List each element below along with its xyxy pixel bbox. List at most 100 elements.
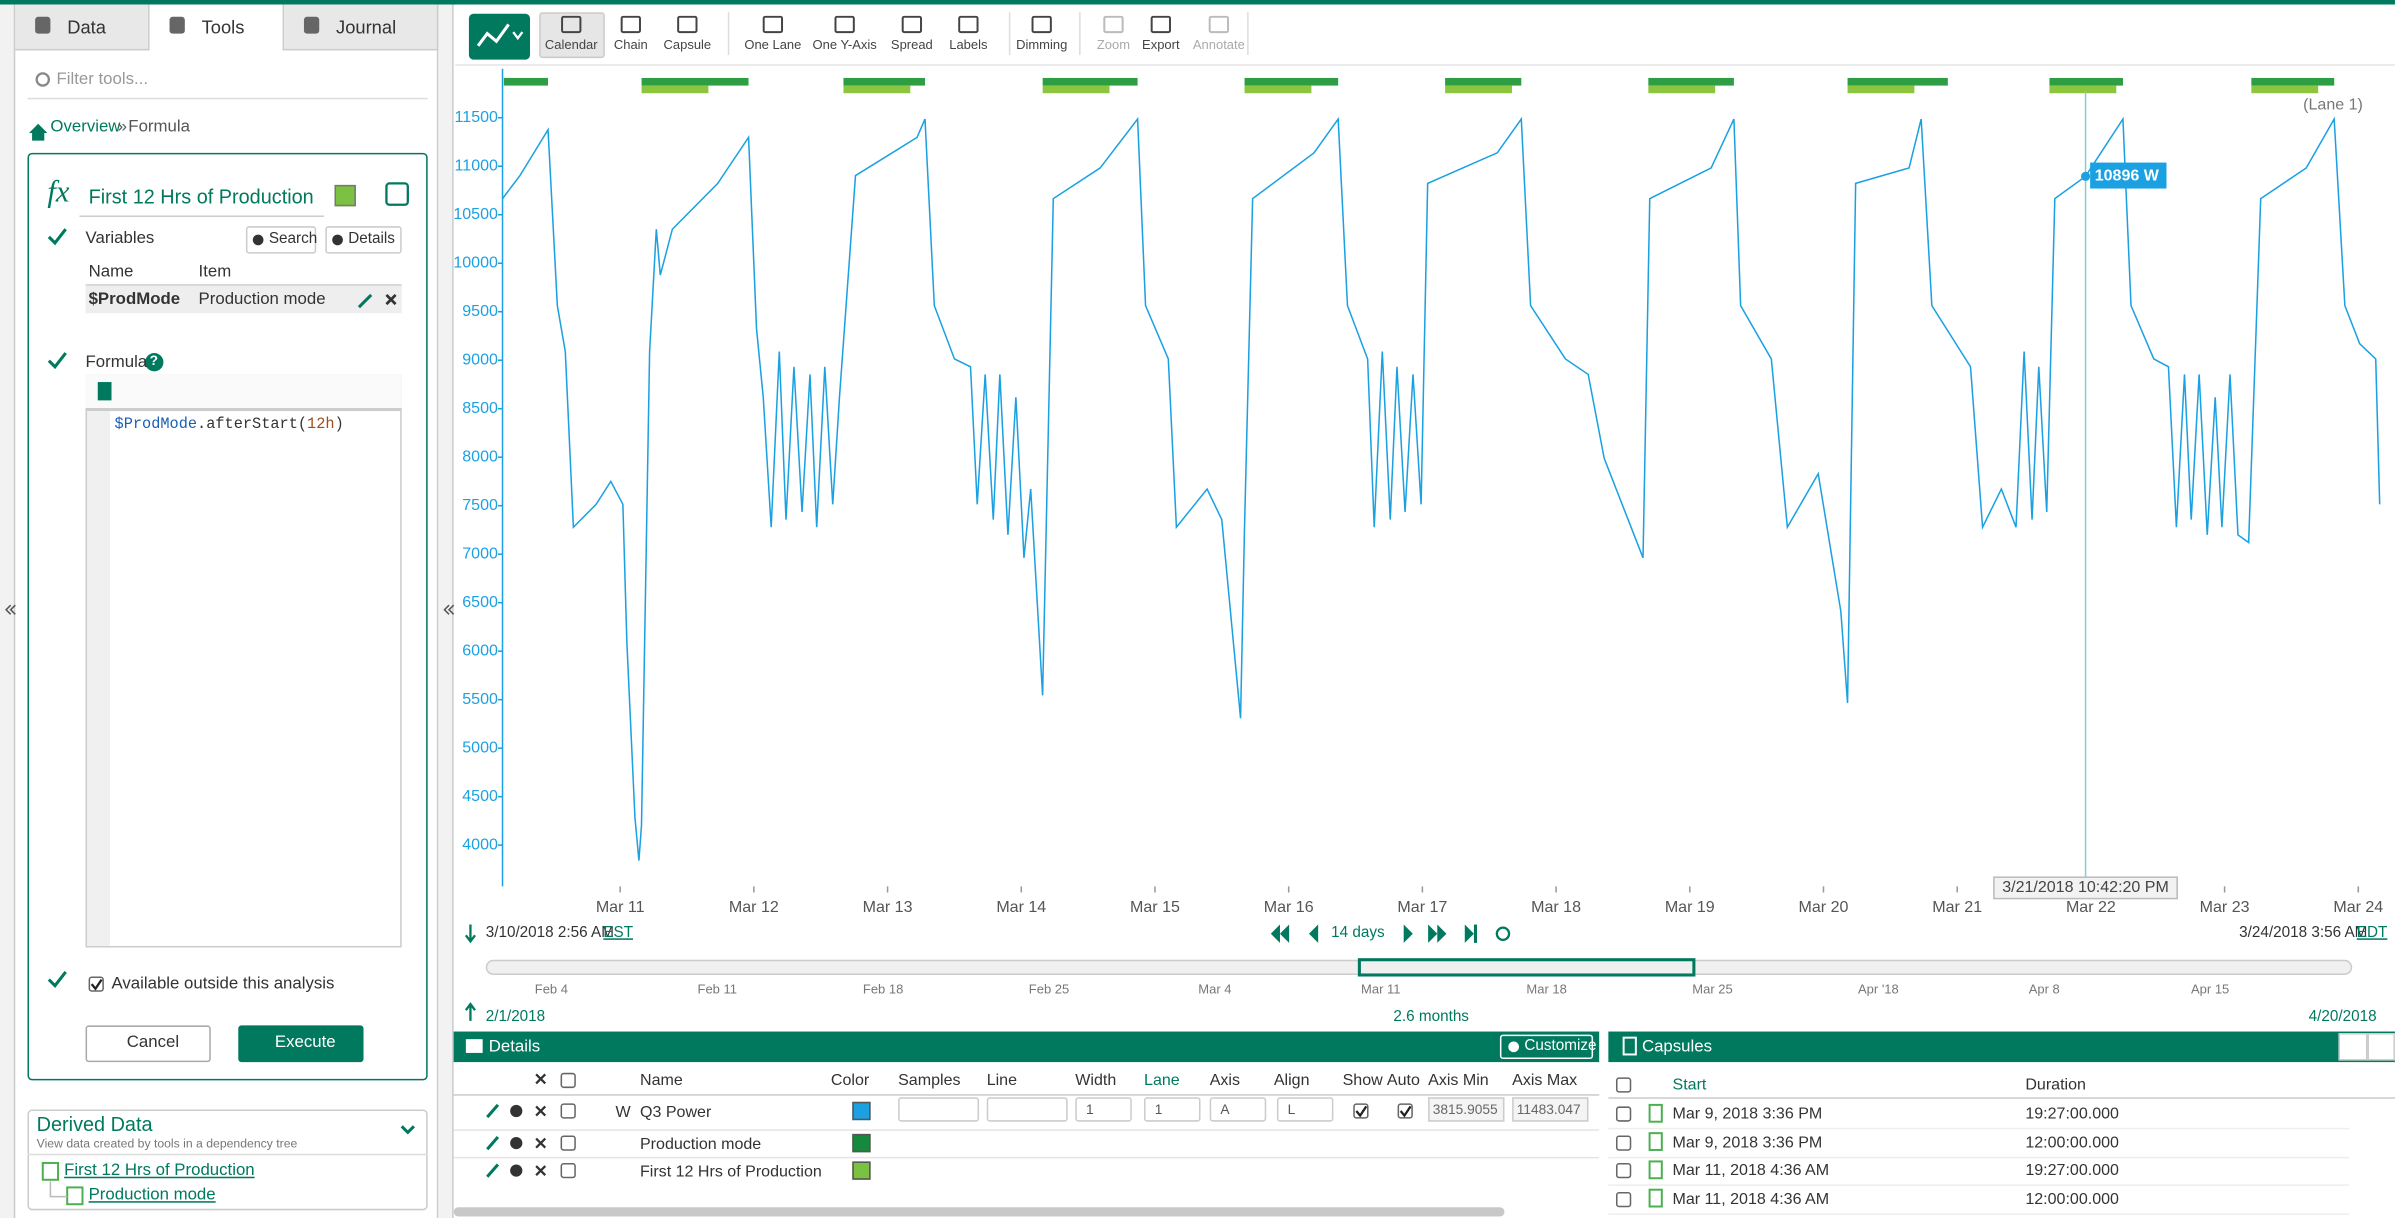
y-tick-label: 7000 (462, 544, 498, 562)
toolbar-label[interactable]: Export (1142, 36, 1180, 52)
row-remove (535, 1105, 547, 1117)
line-select[interactable] (986, 1097, 1068, 1122)
formula-editor[interactable] (85, 374, 402, 948)
toolbar-label[interactable]: Dimming (1016, 36, 1068, 52)
samples-select[interactable] (898, 1097, 980, 1122)
formula-help: ? (149, 353, 159, 369)
checkbox[interactable] (1615, 1077, 1632, 1093)
customize-label[interactable]: Customize (1524, 1037, 1597, 1055)
capsule-bar (2049, 77, 2123, 86)
align-select[interactable] (1276, 1097, 1334, 1122)
derived-item[interactable]: Production mode (88, 1185, 216, 1205)
breadcrumb-link[interactable]: Overview (50, 117, 121, 137)
axis-min[interactable]: 3815.9055 (1432, 1101, 1498, 1118)
item-name[interactable]: First 12 Hrs of Production (639, 1162, 822, 1182)
details-header[interactable]: Line (986, 1071, 1018, 1090)
toolbar-label[interactable]: Calendar (544, 36, 598, 52)
axis-max[interactable]: 11483.047 (1516, 1101, 1581, 1118)
item-color[interactable] (852, 1133, 871, 1153)
lane-value[interactable]: 1 (1154, 1101, 1163, 1118)
capsule-header[interactable]: Duration (2025, 1075, 2086, 1095)
details-header[interactable]: Lane (1144, 1071, 1180, 1090)
end-time[interactable]: 3/24/2018 3:56 AM (2239, 924, 2368, 942)
details-header[interactable]: Axis (1209, 1071, 1241, 1090)
checkbox[interactable] (1615, 1106, 1632, 1122)
nav-control (1428, 924, 1438, 943)
item-name[interactable]: Production mode (639, 1135, 762, 1154)
overview-label: Mar 4 (1198, 981, 1232, 997)
axis-min-input[interactable] (1428, 1097, 1505, 1122)
item-color[interactable] (852, 1101, 871, 1121)
toolbar-label[interactable]: One Y-Axis (812, 36, 877, 52)
splitter[interactable] (438, 4, 454, 1218)
cancel-label[interactable]: Cancel (126, 1033, 180, 1052)
toolbar-label[interactable]: Capsule (663, 36, 712, 52)
capsule-tool-b[interactable] (2367, 1033, 2395, 1061)
view-button[interactable] (468, 13, 531, 60)
overview-selection[interactable] (1357, 958, 1696, 977)
checkbox[interactable] (560, 1135, 576, 1151)
tab-label[interactable]: Journal (336, 16, 397, 39)
start-zone[interactable]: EST (603, 924, 634, 942)
details-row-line (453, 1129, 1600, 1131)
tab-label[interactable]: Tools (201, 16, 245, 39)
checkbox[interactable] (560, 1103, 576, 1119)
width-value[interactable]: 1 (1085, 1101, 1094, 1118)
derived-item[interactable]: First 12 Hrs of Production (64, 1161, 255, 1180)
axis-max-input[interactable] (1512, 1097, 1589, 1122)
variable-name: $ProdMode (88, 290, 181, 309)
details-header[interactable]: Axis Min (1428, 1071, 1489, 1090)
row-remove (535, 1137, 547, 1149)
axis-value[interactable]: A (1220, 1101, 1230, 1118)
details-header[interactable]: Axis Max (1512, 1071, 1578, 1090)
checkbox[interactable] (1397, 1103, 1413, 1119)
x-tick-label: Mar 20 (1799, 898, 1849, 916)
color-swatch[interactable] (334, 184, 356, 207)
toolbar-label[interactable]: Labels (949, 36, 988, 52)
details-header[interactable]: Width (1075, 1071, 1117, 1090)
details-header[interactable]: Auto (1386, 1071, 1420, 1090)
checkbox[interactable] (1615, 1134, 1632, 1150)
checkbox[interactable] (1615, 1162, 1632, 1179)
capsule-tool-a[interactable] (2338, 1033, 2368, 1061)
toolbar-label[interactable]: Spread (890, 36, 933, 52)
align-value[interactable]: L (1287, 1101, 1296, 1118)
details-header[interactable]: Name (639, 1071, 683, 1090)
formula-name[interactable]: First 12 Hrs of Production (88, 184, 314, 208)
checkbox[interactable] (1615, 1191, 1632, 1207)
item-name[interactable]: Q3 Power (639, 1103, 712, 1122)
checkbox[interactable] (560, 1162, 576, 1179)
cancel-button[interactable] (85, 1025, 211, 1063)
details-header[interactable]: Show (1342, 1071, 1383, 1090)
checkbox[interactable] (88, 976, 104, 992)
formula-code: $ProdMode.afterStart(12h) (115, 417, 344, 435)
width-select[interactable] (1075, 1097, 1132, 1122)
variables-button-label[interactable]: Search (268, 230, 318, 248)
toolbar-label[interactable]: One Lane (744, 36, 802, 52)
up-arrow (464, 1002, 476, 1021)
execute-label[interactable]: Execute (274, 1033, 336, 1052)
item-color[interactable] (852, 1161, 871, 1180)
available-label[interactable]: Available outside this analysis (111, 974, 335, 994)
details-header[interactable]: Color (830, 1071, 870, 1090)
capsule-bar (1445, 77, 1522, 86)
filter-input[interactable]: Filter tools... (56, 70, 149, 89)
checkbox[interactable] (560, 1072, 576, 1089)
details-scrollbar[interactable] (453, 1207, 1505, 1217)
tab-label[interactable]: Data (67, 16, 106, 39)
end-zone[interactable]: EDT (2356, 924, 2388, 942)
execute-button[interactable] (238, 1025, 364, 1063)
toolbar-label[interactable]: Chain (613, 36, 648, 52)
start-time[interactable]: 3/10/2018 2:56 AM (485, 924, 614, 942)
customize-button[interactable] (1499, 1034, 1594, 1060)
row-icon (510, 1136, 523, 1150)
capsule-header[interactable]: Start (1672, 1075, 1707, 1095)
details-header[interactable]: Samples (898, 1071, 961, 1090)
checkbox[interactable] (1353, 1103, 1369, 1119)
lane-select[interactable] (1144, 1097, 1201, 1122)
name-input (79, 177, 324, 218)
variables-button-label[interactable]: Details (348, 230, 395, 248)
details-header[interactable]: Align (1273, 1071, 1310, 1090)
axis-select[interactable] (1209, 1097, 1267, 1122)
span-label[interactable]: 14 days (1331, 924, 1385, 942)
